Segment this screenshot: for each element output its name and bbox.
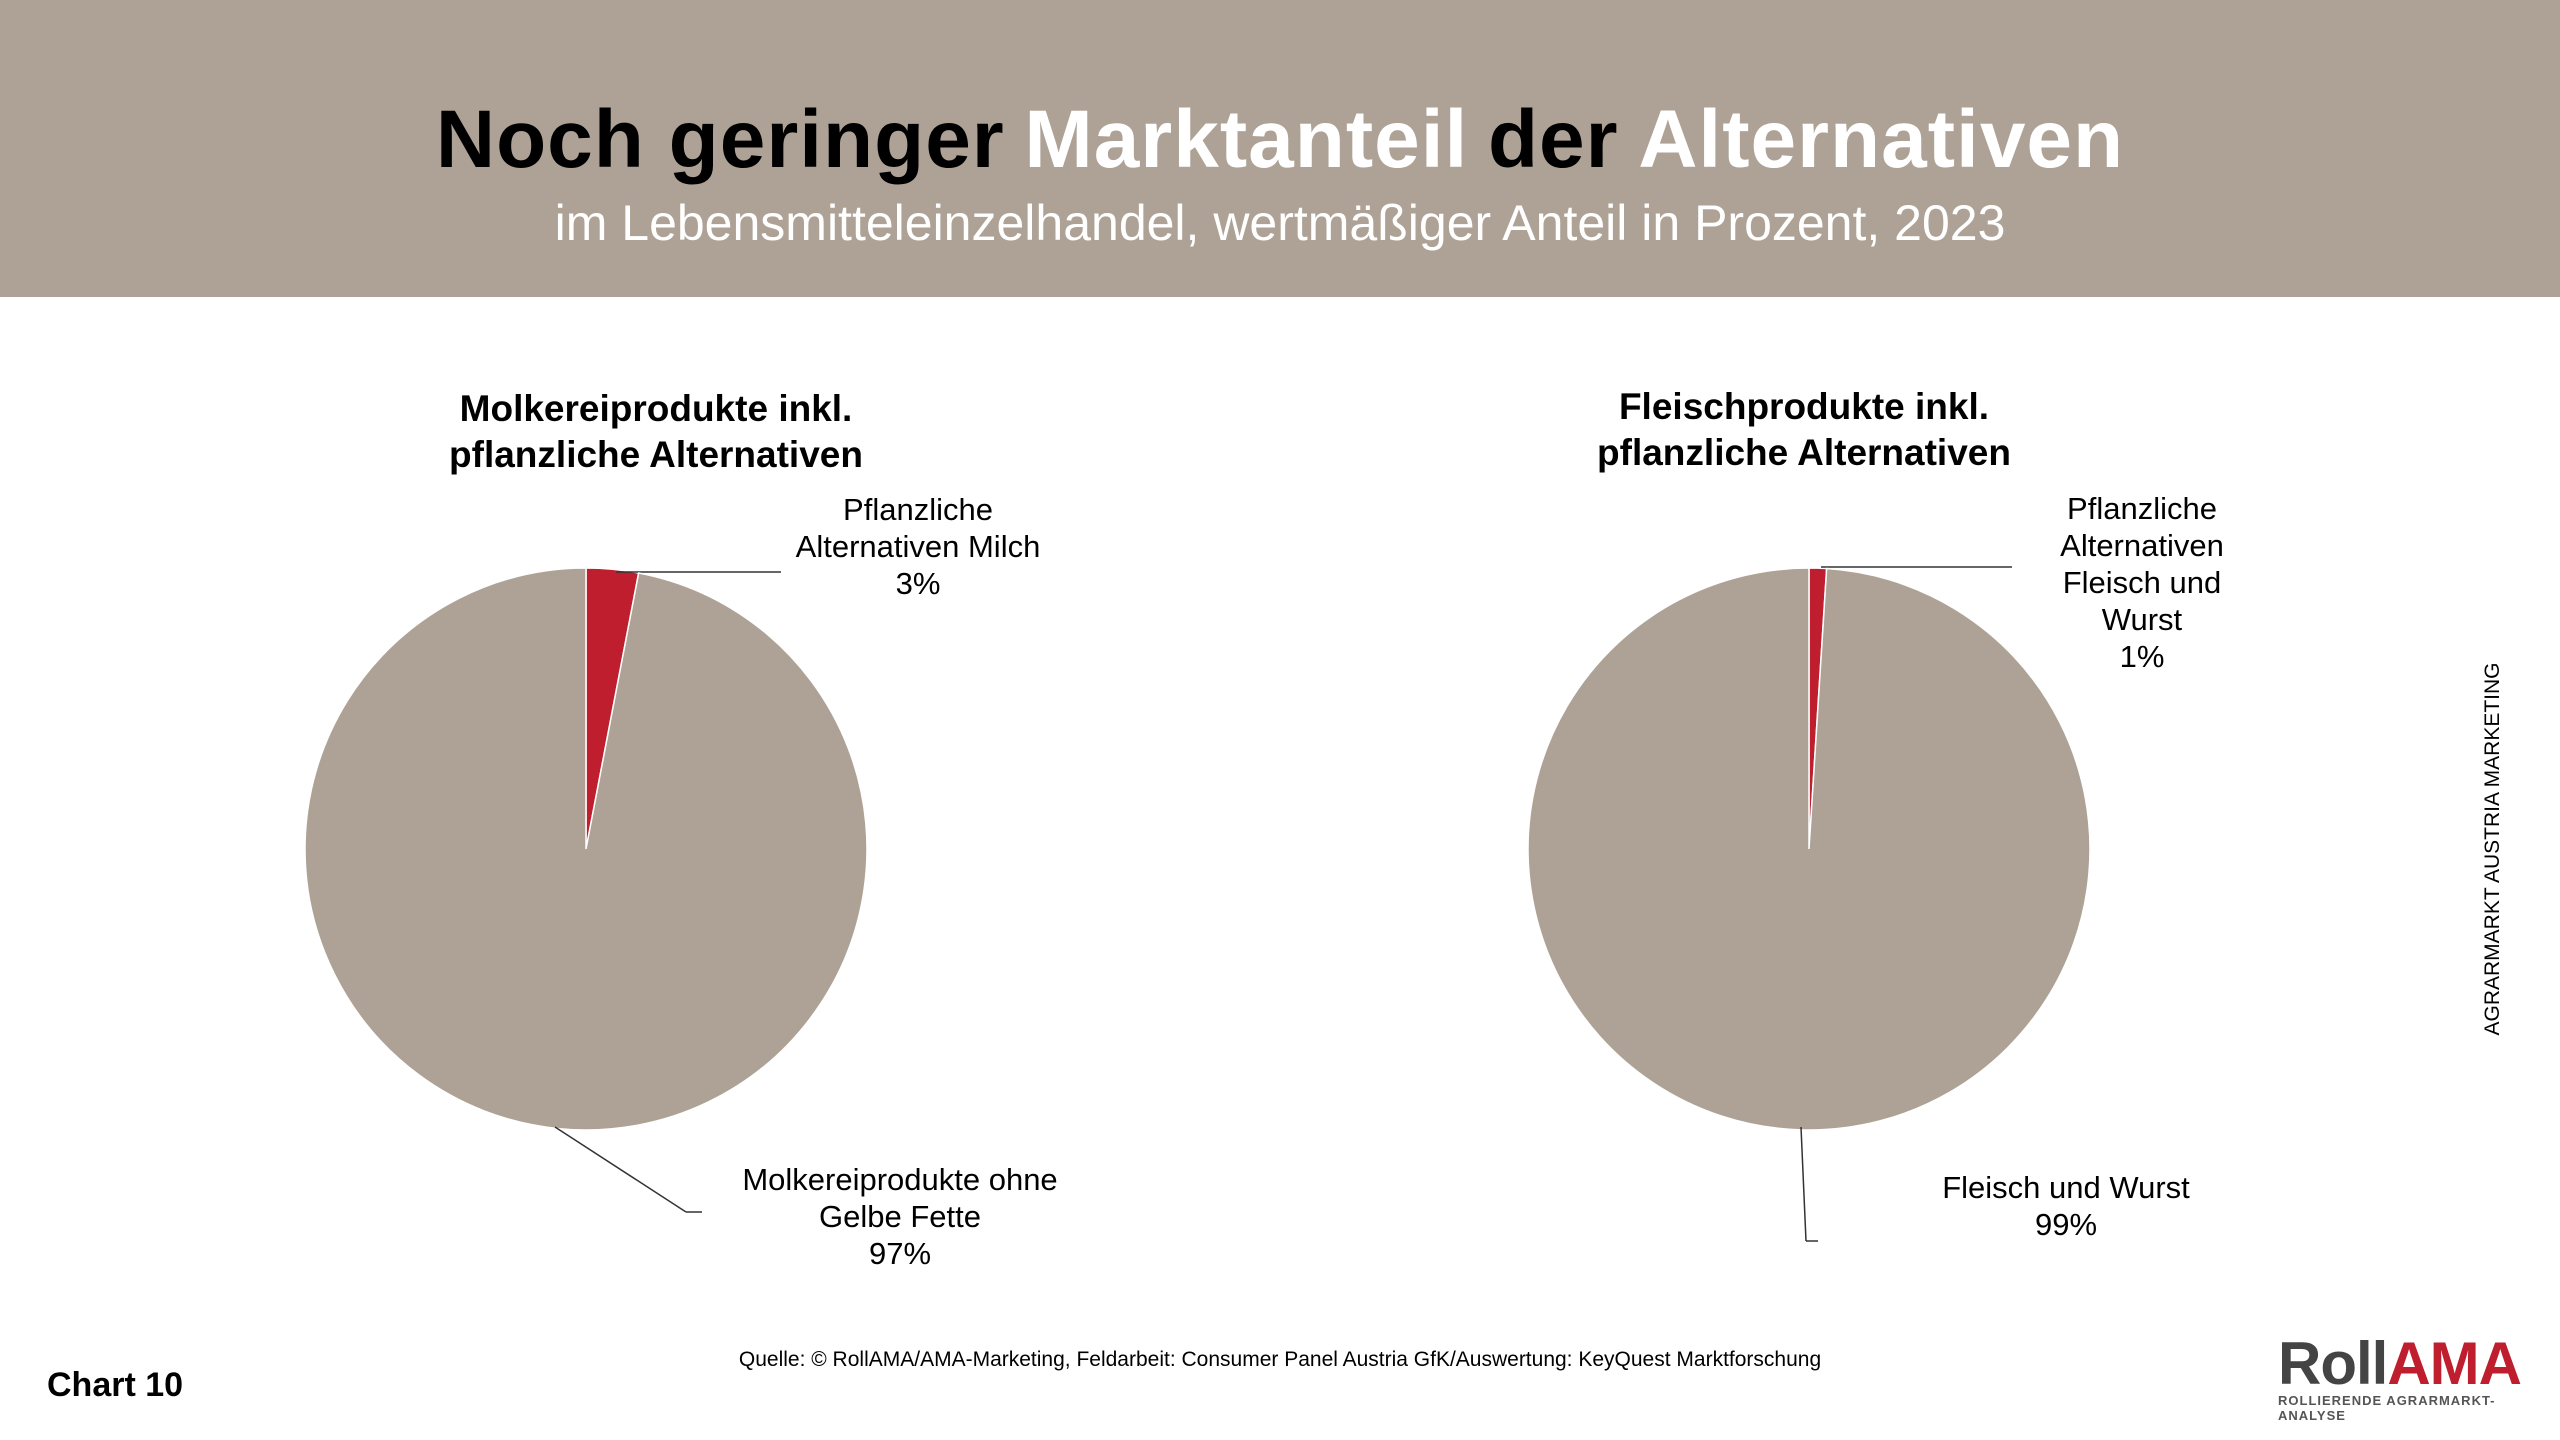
logo-text: AMA [2387,1330,2522,1397]
title-part: Noch geringer [435,94,1005,185]
title-part: Marktanteil [1024,94,1469,185]
leader-line [1800,1126,1807,1242]
slice-label: Fleisch und Wurst 99% [1906,1169,2226,1243]
slice-label: Pflanzliche Alternativen Fleisch und Wur… [2052,490,2232,675]
source-note: Quelle: © RollAMA/AMA-Marketing, Feldarb… [738,1348,1822,1371]
slice-value: 99% [2034,1207,2098,1242]
title-part: der [1487,94,1619,185]
slice-value: 97% [868,1236,932,1271]
chart-title: Fleischprodukte inkl. pflanzliche Altern… [1597,386,2011,473]
logo-tagline: ROLLIERENDE AGRARMARKT-ANALYSE [2278,1393,2496,1423]
slice-category: Molkereiprodukte ohne Gelbe Fette [742,1162,1058,1234]
header-band [0,0,2560,297]
logo: RollAMA [2278,1330,2522,1397]
slice-category: Fleisch und Wurst [1942,1170,2190,1205]
title: Noch geringer Marktanteil der Alternativen [0,90,2560,190]
pie-slice [1527,567,2091,1131]
title-part: Alternativen [1638,94,2125,185]
slice-label: Molkereiprodukte ohne Gelbe Fette 97% [720,1161,1080,1272]
slice-category: Pflanzliche Alternativen Milch [795,492,1041,564]
logo-text: Roll [2278,1330,2388,1397]
subtitle: im Lebensmitteleinzelhandel, wertmäßiger… [554,195,2006,251]
slice-category: Pflanzliche Alternativen Fleisch und Wur… [2060,491,2224,637]
side-text: AGRARMARKT AUSTRIA MARKETING [2481,662,2504,1036]
chart-number: Chart 10 [47,1366,184,1404]
chart-title: Molkereiprodukte inkl. pflanzliche Alter… [449,388,863,475]
leader-line [554,1126,687,1213]
pie-slice [304,567,868,1131]
slice-value: 3% [895,566,941,601]
slice-label: Pflanzliche Alternativen Milch 3% [773,491,1063,602]
slice-value: 1% [2119,639,2165,674]
